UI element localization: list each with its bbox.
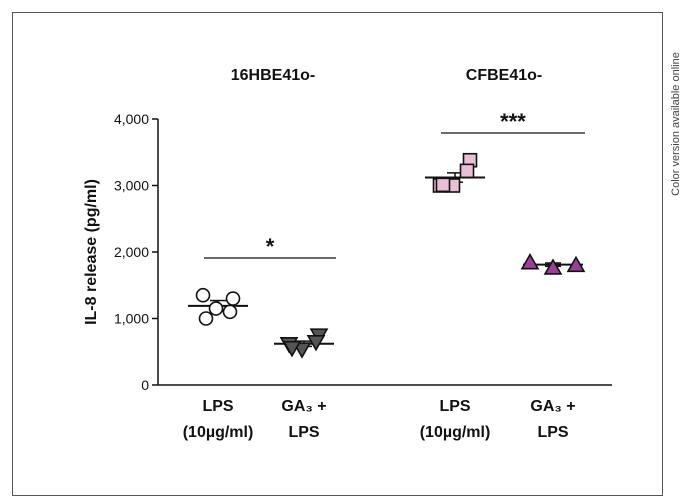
category-label-line2: (10µg/ml) [420, 424, 491, 441]
category-label-line2: LPS [288, 424, 319, 441]
category-label-line1: GA₃ + [281, 398, 326, 415]
series-group [274, 328, 334, 359]
y-tick-label: 3,000 [114, 178, 149, 194]
data-point [459, 163, 475, 179]
group-title: CFBE41o- [466, 67, 542, 84]
category-label-line2: (10µg/ml) [183, 424, 254, 441]
y-tick-label: 2,000 [114, 244, 149, 260]
data-point [222, 304, 238, 320]
category-label-line1: LPS [439, 398, 470, 415]
y-tick-label: 0 [141, 377, 149, 393]
data-point [435, 177, 451, 193]
series-group [425, 152, 485, 193]
axes [152, 118, 612, 386]
data-point [566, 255, 586, 273]
data-point [198, 311, 214, 326]
series-group [188, 287, 248, 326]
category-label-line2: LPS [537, 424, 568, 441]
category-label-line1: GA₃ + [530, 398, 575, 415]
y-tick-label: 4,000 [114, 111, 149, 127]
data-point [282, 340, 302, 358]
significance-label: *** [500, 109, 526, 134]
y-tick-label: 1,000 [114, 311, 149, 327]
y-axis-label: IL-8 release (pg/ml) [83, 179, 100, 325]
data-point [225, 291, 241, 306]
data-point [520, 253, 540, 270]
marks [188, 132, 586, 359]
category-label-line1: LPS [202, 398, 233, 415]
figure-frame [12, 12, 663, 496]
series-group [520, 253, 586, 275]
data-point [543, 258, 563, 275]
group-title: 16HBE41o- [231, 67, 315, 84]
data-point [195, 287, 211, 303]
data-point [208, 301, 224, 316]
labels: 0 1,000 2,000 3,000 4,000 IL-8 release (pg/ml… [83, 67, 576, 441]
significance-label: * [266, 234, 275, 259]
data-point [306, 334, 326, 352]
